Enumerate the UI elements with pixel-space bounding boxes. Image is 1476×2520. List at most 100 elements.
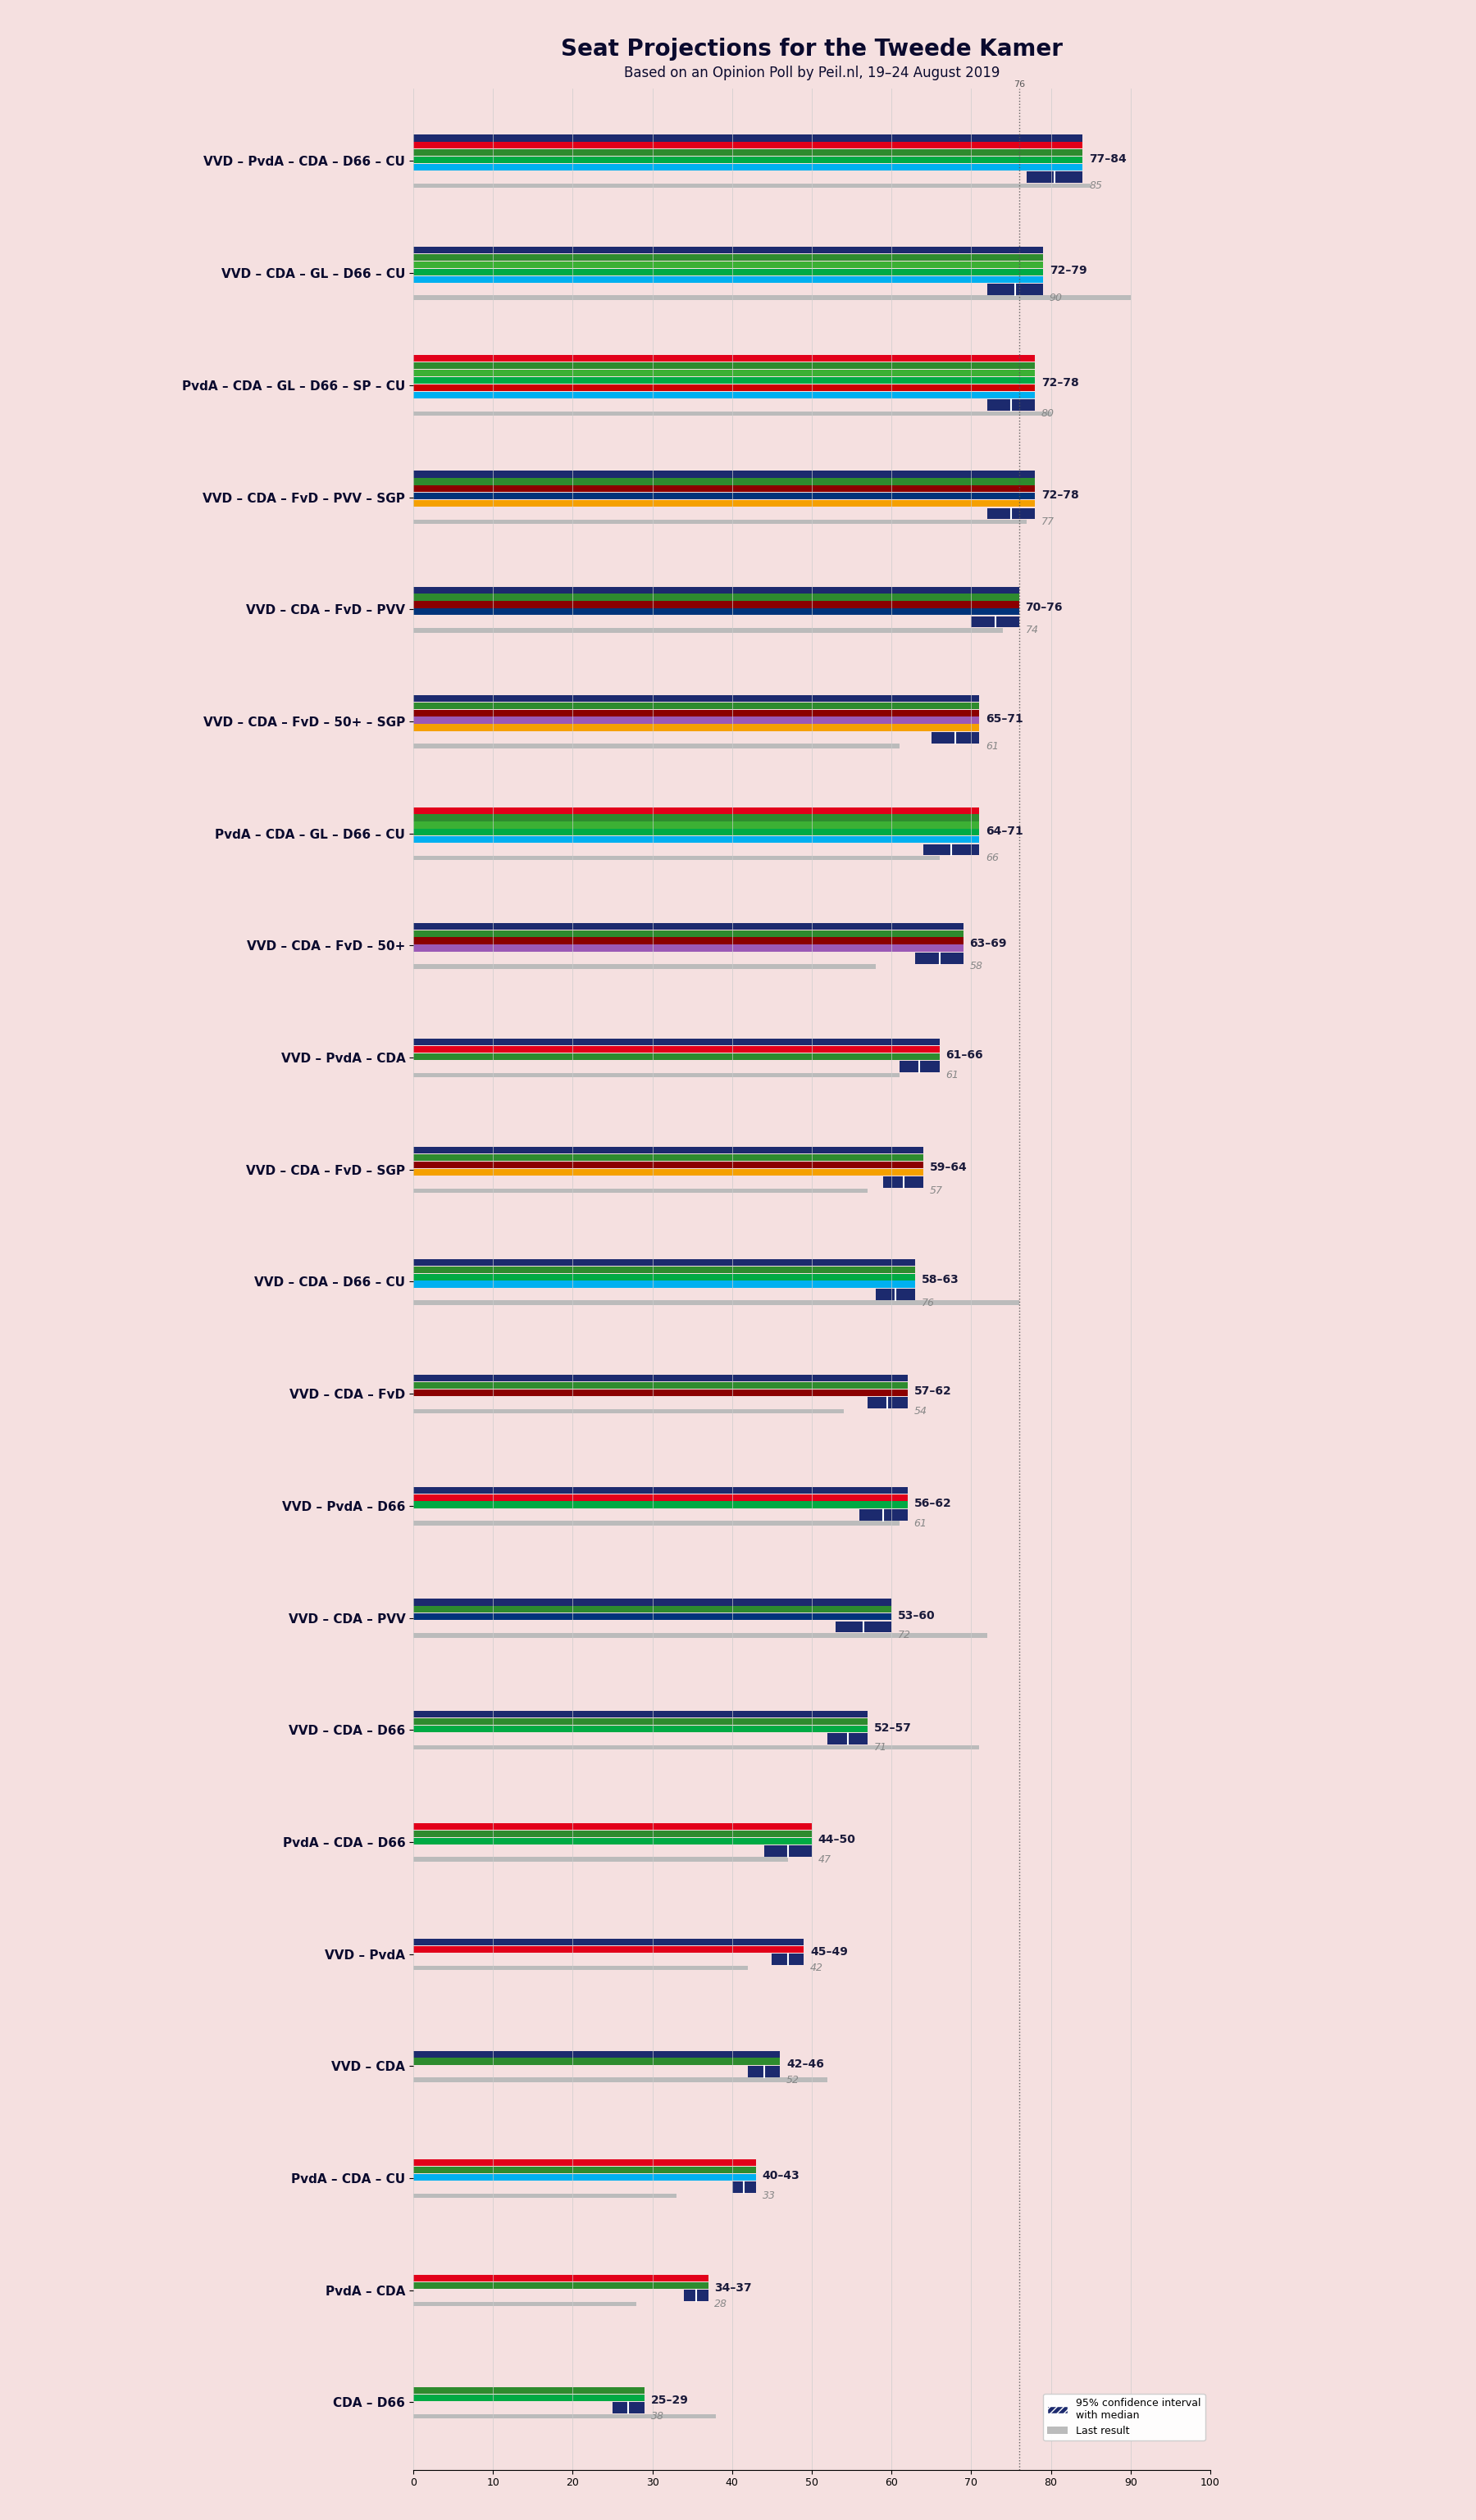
- Bar: [413, 471, 1035, 479]
- Bar: [413, 1074, 899, 1076]
- Bar: [413, 1494, 908, 1502]
- Bar: [413, 1966, 748, 1971]
- Text: 63–69: 63–69: [970, 937, 1007, 950]
- Text: 58–63: 58–63: [922, 1273, 959, 1285]
- Bar: [413, 2175, 756, 2180]
- Bar: [413, 829, 979, 837]
- Bar: [413, 1744, 979, 1749]
- Bar: [931, 731, 979, 743]
- Text: 52–57: 52–57: [874, 1721, 912, 1734]
- Bar: [413, 2283, 708, 2288]
- Bar: [1027, 171, 1083, 184]
- Text: 61: 61: [914, 1517, 927, 1530]
- Bar: [413, 486, 1035, 491]
- Text: 54: 54: [914, 1406, 927, 1416]
- Bar: [413, 386, 1035, 391]
- Bar: [875, 1288, 915, 1300]
- Bar: [413, 149, 1083, 156]
- Text: 76: 76: [1013, 81, 1024, 88]
- Bar: [413, 411, 1051, 416]
- Text: 52: 52: [787, 2074, 800, 2084]
- Bar: [413, 479, 1035, 484]
- Bar: [413, 2301, 636, 2306]
- Bar: [413, 1038, 939, 1046]
- Text: 42: 42: [810, 1963, 824, 1973]
- Bar: [835, 1620, 892, 1633]
- Bar: [413, 363, 1035, 370]
- Bar: [971, 617, 1018, 627]
- Text: 61–66: 61–66: [946, 1051, 983, 1061]
- Text: 66: 66: [986, 852, 999, 864]
- Bar: [413, 1053, 939, 1061]
- Text: 44–50: 44–50: [818, 1835, 856, 1845]
- Bar: [413, 2414, 716, 2419]
- Bar: [413, 378, 1035, 383]
- Bar: [413, 1046, 939, 1053]
- Text: 76: 76: [922, 1298, 934, 1308]
- Bar: [868, 1396, 908, 1409]
- Text: 77–84: 77–84: [1089, 154, 1126, 164]
- Bar: [413, 2076, 828, 2082]
- Bar: [413, 355, 1035, 363]
- Bar: [413, 270, 1044, 275]
- Bar: [413, 837, 979, 844]
- Bar: [413, 2394, 645, 2402]
- Bar: [915, 953, 964, 963]
- Bar: [413, 587, 1018, 592]
- Bar: [413, 2059, 779, 2064]
- Bar: [613, 2402, 645, 2414]
- Bar: [413, 822, 979, 829]
- Bar: [413, 494, 1035, 499]
- Text: 45–49: 45–49: [810, 1945, 847, 1958]
- Bar: [413, 262, 1044, 267]
- Text: 47: 47: [818, 1855, 831, 1865]
- Text: 38: 38: [651, 2412, 664, 2422]
- Text: 61: 61: [946, 1068, 959, 1081]
- Bar: [413, 2167, 756, 2172]
- Bar: [413, 1300, 1018, 1305]
- Text: 85: 85: [1089, 181, 1103, 192]
- Bar: [413, 1376, 908, 1381]
- Text: 64–71: 64–71: [986, 827, 1023, 837]
- Bar: [413, 1822, 812, 1830]
- Bar: [413, 595, 1018, 600]
- Bar: [413, 814, 979, 822]
- Bar: [413, 1633, 987, 1638]
- Text: 59–64: 59–64: [930, 1162, 967, 1174]
- Bar: [413, 1502, 908, 1507]
- Bar: [413, 1265, 915, 1273]
- Bar: [413, 391, 1035, 398]
- Bar: [413, 499, 1035, 507]
- Bar: [413, 945, 964, 953]
- Bar: [924, 844, 979, 854]
- Bar: [413, 1389, 908, 1396]
- Text: 42–46: 42–46: [787, 2059, 824, 2069]
- Bar: [413, 1154, 924, 1162]
- Bar: [413, 1487, 908, 1494]
- Bar: [413, 857, 939, 859]
- Bar: [987, 285, 1044, 295]
- Bar: [413, 1830, 812, 1837]
- Bar: [413, 1857, 788, 1862]
- Bar: [884, 1177, 924, 1187]
- Bar: [413, 1162, 924, 1169]
- Text: 90: 90: [1049, 292, 1063, 302]
- Bar: [413, 519, 1027, 524]
- Bar: [413, 247, 1044, 255]
- Bar: [413, 1719, 868, 1724]
- Bar: [685, 2291, 708, 2301]
- Bar: [413, 1598, 892, 1605]
- Bar: [413, 937, 964, 945]
- Bar: [413, 1938, 804, 1945]
- Bar: [748, 2066, 779, 2076]
- Bar: [413, 716, 979, 723]
- Bar: [413, 156, 1083, 164]
- Bar: [413, 1613, 892, 1620]
- Bar: [413, 696, 979, 701]
- Text: 33: 33: [763, 2190, 775, 2200]
- Bar: [732, 2182, 756, 2192]
- Text: 40–43: 40–43: [763, 2170, 800, 2182]
- Bar: [413, 2160, 756, 2165]
- Text: 72: 72: [897, 1630, 911, 1641]
- Text: 65–71: 65–71: [986, 713, 1023, 726]
